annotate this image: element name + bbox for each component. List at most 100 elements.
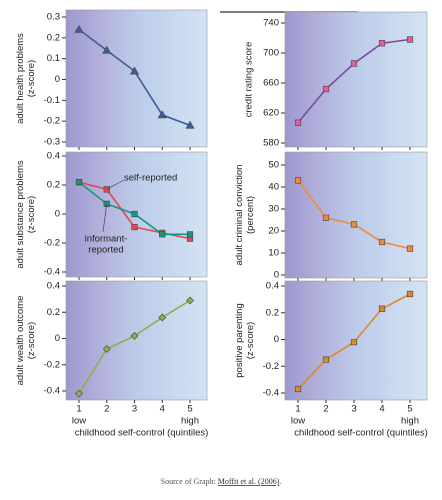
data-point xyxy=(350,221,358,228)
y-tick-label: 0.2 xyxy=(47,32,60,43)
data-point xyxy=(186,231,194,238)
data-point xyxy=(130,331,139,340)
y-axis-label: adult health problems xyxy=(15,33,26,124)
x-tick-label: 4 xyxy=(160,404,165,415)
panel xyxy=(284,11,428,148)
data-point xyxy=(294,177,302,184)
data-point xyxy=(159,231,166,238)
y-tick-label: 0.4 xyxy=(47,151,60,162)
y-axis-label: credit rating score xyxy=(244,42,255,118)
data-point xyxy=(157,110,167,119)
y-tick-label: 700 xyxy=(263,48,279,59)
data-point xyxy=(378,305,386,312)
y-axis-label: (z-score) xyxy=(26,60,37,97)
x-tick-label: 5 xyxy=(407,404,412,415)
y-tick-label: 0.2 xyxy=(47,180,60,191)
data-point xyxy=(131,223,138,231)
x-high-label: high xyxy=(181,416,199,427)
y-tick-label: 0 xyxy=(55,333,60,344)
y-tick-label: 0.2 xyxy=(47,307,60,318)
y-tick-label: 40 xyxy=(268,182,279,193)
data-point xyxy=(322,85,330,93)
y-tick-label: 10 xyxy=(268,248,279,259)
data-point xyxy=(75,389,83,398)
source-link[interactable]: Moffit et al. (2006) xyxy=(218,477,280,486)
y-tick-label: 660 xyxy=(263,78,279,89)
y-axis-label: positive parenting xyxy=(234,303,245,377)
data-point xyxy=(294,119,302,126)
data-point xyxy=(406,290,414,298)
data-point xyxy=(322,356,330,363)
y-tick-label: 20 xyxy=(268,226,279,237)
data-point xyxy=(102,345,111,353)
x-axis-label: childhood self-control (quintiles) xyxy=(294,428,428,439)
y-tick-label: 0 xyxy=(274,334,279,345)
x-tick-label: 3 xyxy=(132,404,137,415)
source-prefix: Source of Graph: xyxy=(161,477,216,486)
annotation-line xyxy=(102,203,108,233)
series-label: reported xyxy=(88,245,123,256)
y-axis-label: adult criminal conviction xyxy=(234,165,245,266)
x-high-label: high xyxy=(401,416,419,427)
panel xyxy=(65,280,208,401)
y-tick-label: -0.2 xyxy=(44,359,60,370)
data-point xyxy=(406,245,414,252)
y-tick-label: 0.3 xyxy=(47,12,60,23)
y-tick-label: 0.2 xyxy=(266,307,279,318)
x-low-label: low xyxy=(291,416,305,427)
x-tick-label: 2 xyxy=(323,404,328,415)
series-label: informant- xyxy=(85,234,128,245)
data-point xyxy=(406,36,414,43)
data-point xyxy=(322,214,330,221)
y-axis-label: (z-score) xyxy=(26,196,37,233)
x-tick-label: 2 xyxy=(104,404,109,415)
data-point xyxy=(129,66,140,75)
y-axis-label: adult wealth outcome xyxy=(15,296,26,386)
source: Source of Graph: Moffit et al. (2006). xyxy=(161,477,282,486)
data-point xyxy=(158,313,167,322)
source-suffix: . xyxy=(279,477,281,486)
x-tick-label: 4 xyxy=(379,404,384,415)
y-tick-label: 0.1 xyxy=(47,53,60,64)
y-tick-label: -0.4 xyxy=(44,267,60,278)
y-tick-label: 0.4 xyxy=(47,281,60,292)
y-tick-label: -0.2 xyxy=(263,361,279,372)
series-label: self-reported xyxy=(124,173,177,184)
data-point xyxy=(131,210,138,218)
y-axis-label: (z-score) xyxy=(245,322,256,359)
data-point xyxy=(378,238,386,246)
data-point xyxy=(75,179,83,186)
data-point xyxy=(350,339,358,346)
y-tick-label: 0.4 xyxy=(266,281,279,292)
y-tick-label: 620 xyxy=(263,108,279,119)
data-point xyxy=(186,296,194,305)
data-point xyxy=(102,45,112,54)
y-tick-label: 30 xyxy=(268,204,279,215)
y-axis-label: adult substance problems xyxy=(15,160,26,269)
y-tick-label: -0.3 xyxy=(44,137,60,148)
y-axis-label: (z-score) xyxy=(26,322,37,359)
data-point xyxy=(378,40,386,47)
data-point xyxy=(74,24,84,33)
y-axis-label: (percent) xyxy=(245,196,256,234)
data-point xyxy=(185,120,195,129)
annotation-line xyxy=(106,179,125,190)
data-point xyxy=(294,385,302,393)
x-tick-label: 1 xyxy=(295,404,300,415)
x-axis-label: childhood self-control (quintiles) xyxy=(75,428,209,439)
y-tick-label: 740 xyxy=(263,18,279,29)
panel xyxy=(65,9,208,148)
y-tick-label: -0.1 xyxy=(44,95,60,106)
x-tick-label: 1 xyxy=(76,404,81,415)
y-tick-label: 0 xyxy=(55,209,60,220)
x-tick-label: 5 xyxy=(187,404,192,415)
y-tick-label: 50 xyxy=(268,160,279,171)
y-tick-label: -0.2 xyxy=(44,238,60,249)
panel xyxy=(284,151,428,279)
x-tick-label: 3 xyxy=(351,404,356,415)
y-tick-label: -0.4 xyxy=(44,386,60,397)
y-tick-label: 580 xyxy=(263,138,279,149)
y-tick-label: 0 xyxy=(55,74,60,85)
y-tick-label: -0.4 xyxy=(263,388,279,399)
